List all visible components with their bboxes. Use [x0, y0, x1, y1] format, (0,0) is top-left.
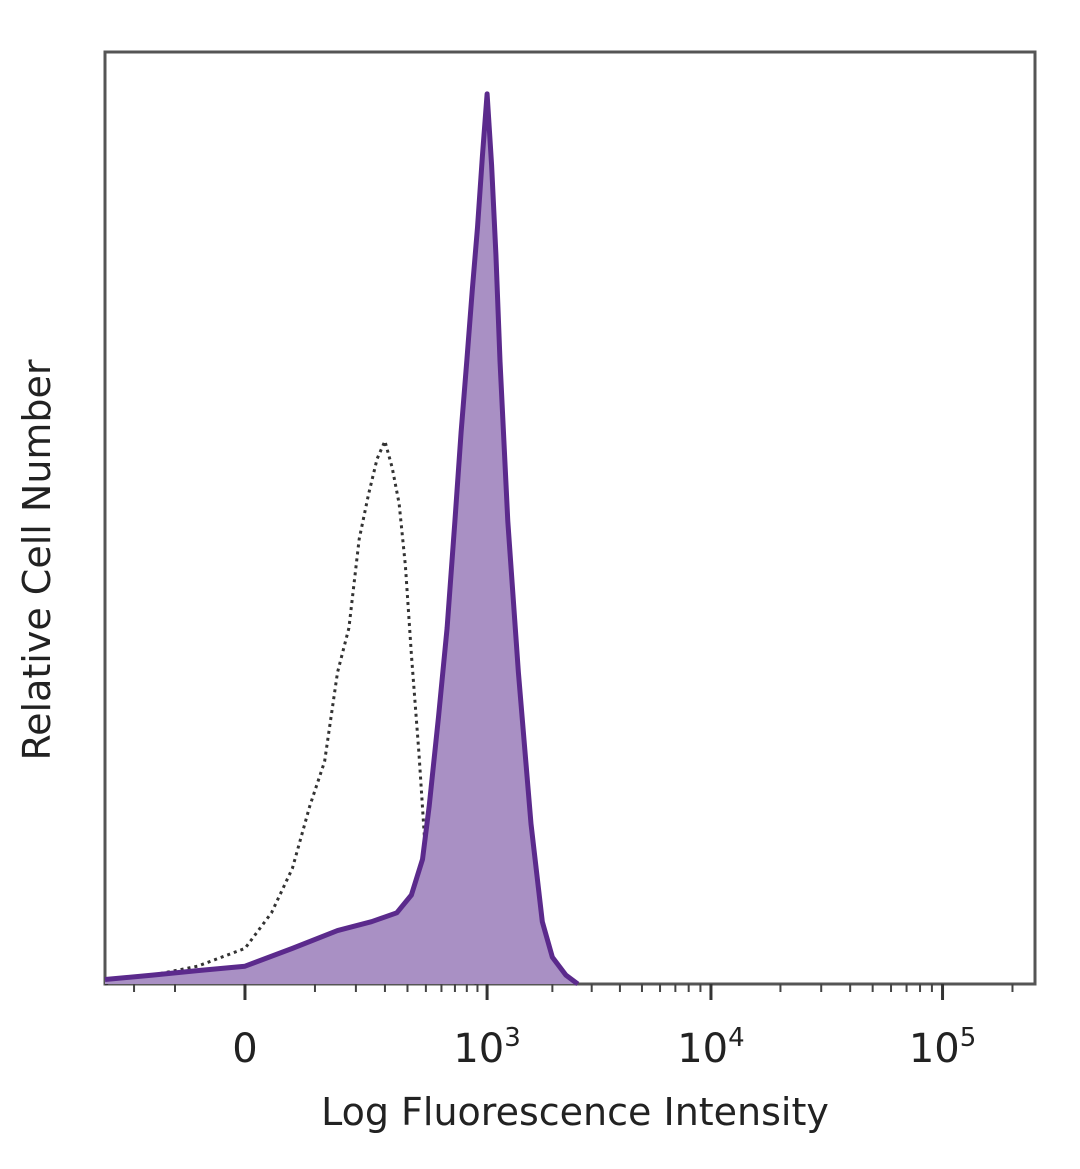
series-1-line [104, 91, 580, 987]
series-1-fill [105, 93, 578, 984]
x-tick-label: 0 [232, 1026, 257, 1072]
series-layer [104, 91, 580, 987]
x-axis-ticks: 0 103 104 105 [133, 984, 1014, 1072]
plot-frame [103, 50, 1037, 986]
x-tick-label: 104 [677, 1023, 744, 1072]
x-tick-label: 105 [909, 1023, 976, 1072]
x-tick-label: 103 [453, 1023, 520, 1072]
y-axis-label: Relative Cell Number [15, 359, 59, 760]
x-axis-label: Log Fluorescence Intensity [321, 1090, 829, 1134]
